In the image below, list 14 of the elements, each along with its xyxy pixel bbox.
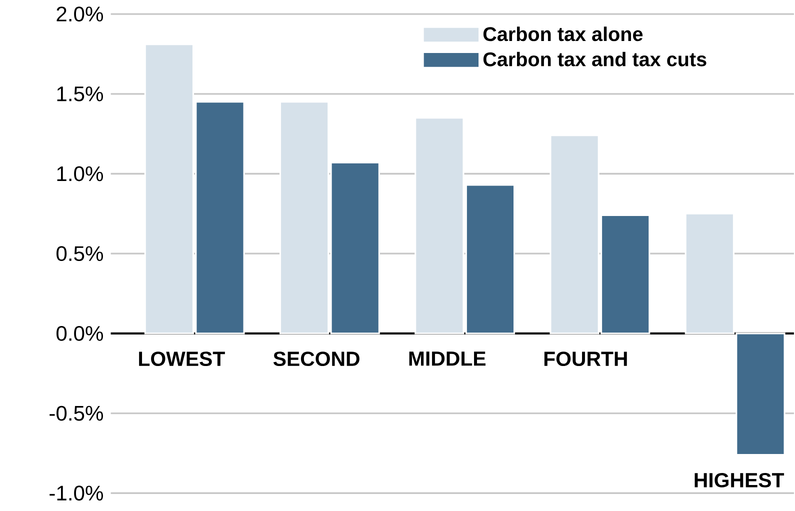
y-tick-label: 0.0%	[56, 326, 103, 342]
x-tick-label: HIGHEST	[694, 473, 784, 488]
legend-label: Carbon tax and tax cuts	[483, 52, 706, 66]
y-tick-label: -0.5%	[50, 406, 103, 421]
x-tick-label: SECOND	[273, 352, 360, 366]
x-tick-label: FOURTH	[544, 352, 627, 366]
y-tick-label: 0.5%	[56, 246, 103, 262]
legend-label: Carbon tax alone	[483, 26, 643, 42]
y-tick-label: -1.0%	[50, 486, 103, 501]
x-tick-label: LOWEST	[139, 352, 225, 366]
x-tick-label: MIDDLE	[409, 352, 486, 366]
y-tick-label: 1.0%	[57, 166, 103, 182]
y-tick-label: 1.5%	[57, 86, 103, 102]
y-tick-label: 2.0%	[56, 6, 103, 22]
